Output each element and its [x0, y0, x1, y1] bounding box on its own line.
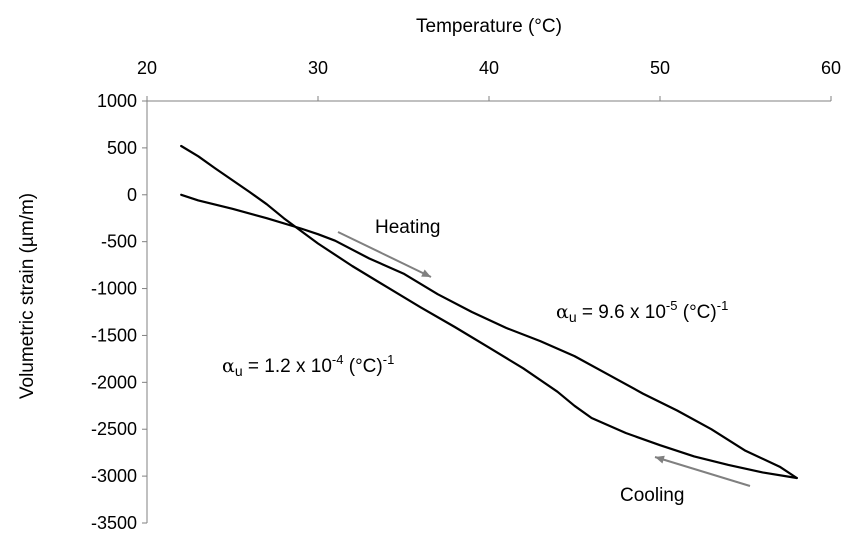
x-axis-title: Temperature (°C) [416, 16, 562, 37]
y-axis-title: Volumetric strain (µm/m) [17, 193, 38, 399]
alpha-cooling-text: = 1.2 x 10 [243, 356, 332, 377]
alpha-cooling-symbol: α [222, 355, 235, 377]
series-layer [180, 144, 798, 480]
alpha-heating-text: = 9.6 x 10 [577, 302, 666, 323]
cooling-label: Cooling [620, 485, 684, 506]
cooling-curve [180, 144, 798, 480]
heating-arrow [337, 231, 432, 278]
y-tick-label: -500 [101, 232, 137, 252]
alpha-heating-unit-exp: -1 [717, 298, 729, 313]
heating-curve [180, 193, 798, 480]
arrow-layer [337, 231, 751, 487]
x-axis: 20 30 40 50 60 [137, 58, 841, 102]
y-tick-label: 1000 [97, 91, 137, 111]
y-tick-label: -2000 [91, 372, 137, 392]
x-tick-label: 40 [479, 58, 499, 78]
alpha-heating-exp: -5 [666, 298, 678, 313]
alpha-heating-symbol: α [556, 301, 569, 323]
y-tick-label: 500 [107, 138, 137, 158]
x-tick-label: 50 [650, 58, 670, 78]
alpha-heating-sub: u [569, 309, 577, 325]
y-tick-label: -2500 [91, 419, 137, 439]
alpha-cooling-unit-exp: -1 [383, 352, 395, 367]
alpha-cooling-unit: (°C) [343, 356, 382, 377]
alpha-cooling-exp: -4 [332, 352, 344, 367]
y-tick-label: -3500 [91, 513, 137, 533]
x-tick-label: 60 [821, 58, 841, 78]
y-axis: 1000 500 0 -500 -1000 -1500 -2000 -2500 -3000 -35… [91, 91, 148, 533]
x-tick-label: 30 [308, 58, 328, 78]
x-tick-label: 20 [137, 58, 157, 78]
alpha-cooling-sub: u [235, 363, 243, 379]
y-tick-label: -1500 [91, 325, 137, 345]
y-tick-label: -3000 [91, 466, 137, 486]
heating-label: Heating [375, 217, 441, 238]
y-tick-label: -1000 [91, 279, 137, 299]
alpha-heating-unit: (°C) [677, 302, 716, 323]
alpha-heating-label: αu = 9.6 x 10-5 (°C)-1 [556, 298, 728, 325]
y-tick-label: 0 [127, 185, 137, 205]
cooling-arrow [654, 455, 751, 487]
alpha-cooling-label: αu = 1.2 x 10-4 (°C)-1 [222, 352, 394, 379]
